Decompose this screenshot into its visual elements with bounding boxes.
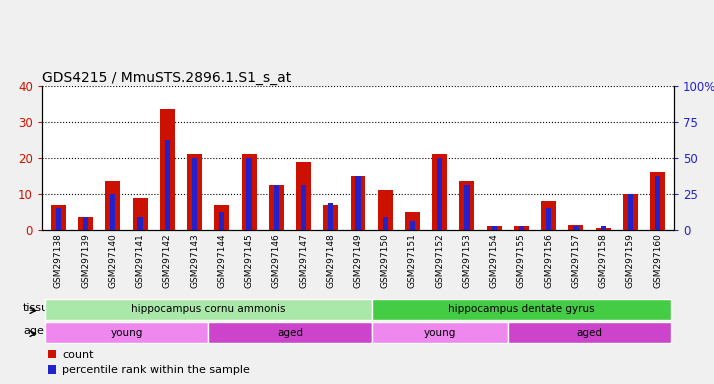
Bar [268, 185, 283, 230]
Text: aged: aged [576, 328, 603, 338]
Text: age: age [23, 326, 44, 336]
Bar [628, 194, 633, 230]
Text: GSM297159: GSM297159 [626, 233, 635, 288]
Text: GSM297139: GSM297139 [81, 233, 90, 288]
Bar [437, 158, 443, 230]
Bar [246, 158, 251, 230]
Text: young: young [110, 328, 143, 338]
Bar [410, 221, 415, 230]
Text: GSM297141: GSM297141 [136, 233, 144, 288]
Bar [623, 194, 638, 230]
Bar [323, 205, 338, 230]
Bar [208, 322, 371, 343]
Bar [241, 154, 256, 230]
Bar [45, 322, 208, 343]
Text: young: young [423, 328, 456, 338]
Bar [383, 217, 388, 230]
Text: hippocampus dentate gyrus: hippocampus dentate gyrus [448, 305, 595, 314]
Bar [432, 154, 447, 230]
Text: hippocampus cornu ammonis: hippocampus cornu ammonis [131, 305, 286, 314]
Bar [460, 181, 475, 230]
Bar [351, 176, 366, 230]
Text: GSM297160: GSM297160 [653, 233, 662, 288]
Bar [487, 227, 502, 230]
Bar [273, 185, 279, 230]
Text: GSM297146: GSM297146 [272, 233, 281, 288]
Bar [595, 228, 610, 230]
Bar [301, 185, 306, 230]
Bar [600, 225, 605, 230]
Bar [45, 299, 371, 320]
Text: GSM297158: GSM297158 [598, 233, 608, 288]
Text: GSM297143: GSM297143 [190, 233, 199, 288]
Text: GSM297149: GSM297149 [353, 233, 363, 288]
Legend: count, percentile rank within the sample: count, percentile rank within the sample [48, 349, 250, 375]
Text: aged: aged [277, 328, 303, 338]
Bar [192, 158, 197, 230]
Bar [464, 185, 470, 230]
Bar [568, 225, 583, 230]
Bar [328, 203, 333, 230]
Bar [133, 198, 148, 230]
Text: GDS4215 / MmuSTS.2896.1.S1_s_at: GDS4215 / MmuSTS.2896.1.S1_s_at [42, 71, 291, 85]
Text: GSM297140: GSM297140 [109, 233, 117, 288]
Bar [187, 154, 202, 230]
Text: GSM297155: GSM297155 [517, 233, 526, 288]
Bar [78, 217, 93, 230]
Bar [51, 205, 66, 230]
Bar [405, 212, 420, 230]
Bar [106, 181, 121, 230]
Text: GSM297138: GSM297138 [54, 233, 63, 288]
Text: GSM297156: GSM297156 [544, 233, 553, 288]
Bar [219, 212, 224, 230]
Text: GSM297154: GSM297154 [490, 233, 498, 288]
Bar [514, 227, 529, 230]
Bar [83, 217, 89, 230]
Text: tissue: tissue [23, 303, 56, 313]
Bar [655, 176, 660, 230]
Bar [110, 194, 116, 230]
Text: GSM297144: GSM297144 [217, 233, 226, 288]
Text: GSM297147: GSM297147 [299, 233, 308, 288]
Text: GSM297142: GSM297142 [163, 233, 172, 288]
Text: GSM297151: GSM297151 [408, 233, 417, 288]
Text: GSM297157: GSM297157 [571, 233, 580, 288]
Bar [519, 225, 524, 230]
Text: GSM297148: GSM297148 [326, 233, 336, 288]
Bar [160, 109, 175, 230]
Bar [491, 225, 497, 230]
Bar [56, 207, 61, 230]
Text: GSM297153: GSM297153 [463, 233, 471, 288]
Bar [165, 140, 170, 230]
Bar [138, 217, 143, 230]
Bar [650, 172, 665, 230]
Bar [508, 322, 671, 343]
Bar [371, 299, 671, 320]
Bar [214, 205, 229, 230]
Text: GSM297152: GSM297152 [436, 233, 444, 288]
Bar [378, 190, 393, 230]
Bar [573, 225, 578, 230]
Bar [296, 162, 311, 230]
Text: GSM297150: GSM297150 [381, 233, 390, 288]
Text: GSM297145: GSM297145 [244, 233, 253, 288]
Bar [546, 207, 551, 230]
Bar [371, 322, 508, 343]
Bar [541, 201, 556, 230]
Bar [356, 176, 361, 230]
